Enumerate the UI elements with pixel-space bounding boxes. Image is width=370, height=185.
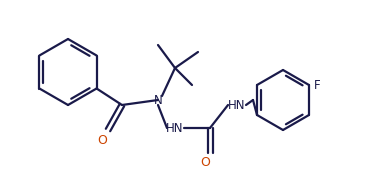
Text: HN: HN [166,122,184,134]
Text: O: O [200,156,210,169]
Text: N: N [154,93,162,107]
Text: O: O [97,134,107,147]
Text: F: F [314,78,320,92]
Text: HN: HN [228,98,246,112]
